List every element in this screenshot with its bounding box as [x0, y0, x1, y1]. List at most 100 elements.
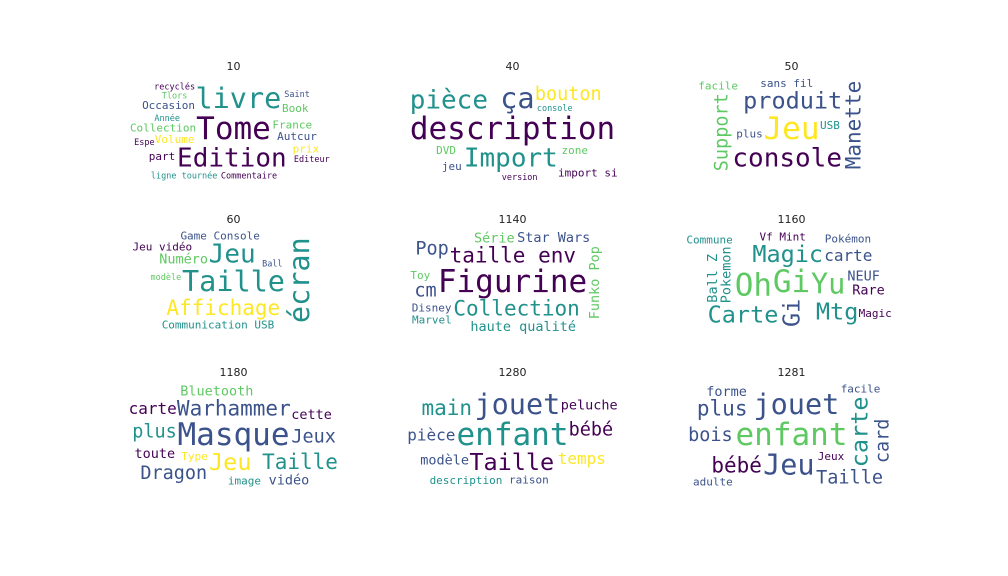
cloud-word: Game Console: [180, 229, 259, 242]
cloud-word: bébé: [711, 453, 762, 477]
panel-title: 1180: [219, 366, 248, 379]
cloud-word: Saint: [284, 90, 310, 100]
cloud-word: Pokemon: [719, 246, 735, 303]
cloud-word: part: [149, 150, 176, 163]
cloud-word: modèle: [151, 272, 182, 283]
cloud-word: Manette: [842, 81, 866, 170]
cloud-word: facile: [698, 80, 738, 93]
cloud-word: Jeu: [209, 448, 251, 476]
panel-title: 10: [226, 60, 241, 73]
panel-title: 50: [784, 60, 799, 73]
cloud-word: Taille: [469, 448, 554, 476]
cloud-word: carte: [846, 396, 874, 467]
cloud-word: Type: [181, 450, 208, 463]
cloud-word: Espe: [134, 138, 154, 148]
cloud-word: temps: [558, 449, 606, 468]
cloud-word: jeu: [442, 160, 462, 173]
cloud-word: vidéo: [269, 473, 310, 489]
cloud-word: Volume: [155, 133, 195, 146]
cloud-word: jouet: [474, 388, 560, 421]
cloud-word: ligne tournée: [151, 170, 218, 181]
cloud-word: Occasion: [142, 99, 195, 112]
wordcloud: Tome livre Edition Collection France Autcur Oc…: [127, 76, 340, 183]
cloud-word: Jeux: [818, 450, 845, 463]
cloud-word: NEUF: [847, 269, 880, 285]
cloud-word: Collection: [453, 297, 579, 321]
cloud-word: description: [430, 474, 503, 487]
wordcloud: Masque Jeu Warhammer Taille Dragon plus Jeux ca…: [127, 382, 340, 489]
cloud-word: Warhammer: [177, 396, 291, 420]
wordcloud: description ça Import pièce bouton import si z…: [406, 76, 619, 183]
cloud-word: cm: [414, 280, 436, 301]
cloud-word: Ball: [262, 259, 282, 269]
cloud-word: plus: [736, 128, 763, 141]
cloud-word: ça: [500, 82, 534, 115]
wordcloud: enfant jouet Taille main bébé pièce temps modèl…: [406, 382, 619, 489]
cloud-word: Communication USB: [162, 318, 275, 331]
cloud-word: console: [537, 104, 573, 114]
panel-title: 1280: [498, 366, 527, 379]
cloud-word: toute: [135, 446, 176, 462]
panel-title: 1281: [777, 366, 806, 379]
cloud-word: Edition: [177, 143, 287, 173]
cloud-word: sans fil: [760, 77, 813, 90]
cloud-word: Autcur: [277, 130, 317, 143]
panel-title: 60: [226, 213, 241, 226]
cloud-word: facile: [841, 383, 881, 396]
cloud-word: raison: [509, 474, 549, 487]
cloud-word: card: [872, 419, 893, 464]
cloud-word: Ball Z: [705, 254, 721, 303]
cloud-word: Taille: [816, 468, 883, 489]
cloud-word: Affichage: [166, 296, 280, 320]
panel-title: 1160: [777, 213, 806, 226]
cloud-word: prix: [293, 142, 320, 155]
cloud-word: Figurine: [438, 264, 587, 300]
cloud-word: plus: [697, 397, 748, 421]
cloud-word: Bluetooth: [180, 384, 253, 400]
cloud-word: Dragon: [140, 463, 207, 484]
cloud-word: Oh: [735, 268, 772, 304]
cloud-word: bouton: [535, 84, 602, 105]
cloud-word: image: [228, 474, 261, 487]
cloud-word: version: [502, 173, 538, 183]
wordcloud: Jeu console produit Manette Support sans fil U…: [685, 76, 898, 183]
cloud-word: enfant: [457, 417, 569, 453]
cloud-word: Star Wars: [517, 230, 590, 246]
cloud-word: Gi: [773, 264, 810, 300]
cloud-word: Carte: [708, 301, 779, 329]
cloud-word: forme: [706, 384, 747, 400]
cloud-word: Commentaire: [221, 172, 277, 182]
cloud-word: Numéro: [159, 251, 208, 267]
cloud-word: Rare: [852, 283, 885, 299]
cloud-word: zone: [562, 144, 589, 157]
cloud-word: Jeu: [209, 239, 256, 269]
cloud-word: Book: [282, 102, 309, 115]
wordcloud: Taille écran Jeu Affichage Numéro Communicati…: [127, 229, 340, 336]
cloud-word: USB: [820, 119, 840, 132]
cloud-word: écran: [283, 237, 316, 323]
cloud-word: bois: [688, 425, 733, 446]
cloud-word: import si: [558, 166, 618, 179]
cloud-word: modèle: [420, 453, 469, 469]
cloud-word: France: [272, 119, 312, 132]
cloud-word: pièce: [410, 86, 488, 116]
cloud-word: Editeur: [294, 155, 330, 165]
cloud-word: description: [410, 111, 615, 147]
cloud-word: haute qualité: [470, 319, 576, 335]
cloud-word: recyclés: [154, 82, 195, 93]
cloud-word: Taille: [182, 265, 285, 298]
wordcloud: enfant jouet Jeu carte bébé plus Taille card boi…: [685, 382, 898, 489]
cloud-word: Taille: [262, 450, 338, 474]
cloud-word: Magic: [859, 307, 892, 320]
cloud-word: pièce: [407, 425, 455, 444]
cloud-word: carte: [824, 246, 872, 265]
cloud-word: Gi: [778, 299, 806, 327]
cloud-word: carte: [129, 399, 177, 418]
cloud-word: Support: [712, 93, 733, 171]
cloud-word: taille env: [450, 243, 576, 267]
cloud-word: Disney: [412, 302, 452, 315]
cloud-word: Import: [464, 143, 558, 173]
cloud-word: jouet: [753, 388, 839, 421]
cloud-word: plus: [132, 422, 177, 443]
cloud-word: produit: [743, 86, 842, 114]
